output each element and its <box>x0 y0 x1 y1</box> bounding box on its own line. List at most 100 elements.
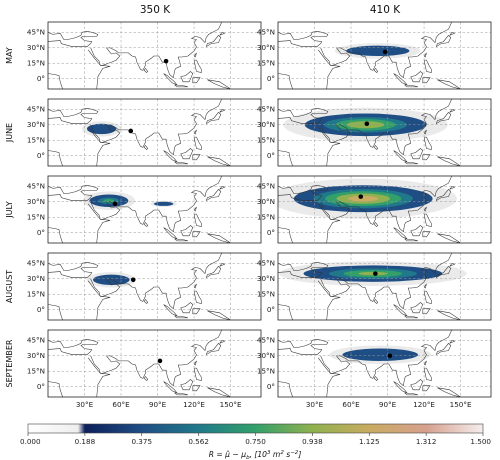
coastline <box>207 233 231 243</box>
anomaly-level <box>354 350 407 360</box>
coastline <box>373 68 379 73</box>
coastline <box>219 185 226 190</box>
coastline <box>90 253 222 310</box>
coastline <box>48 304 63 320</box>
coastline <box>422 308 431 315</box>
map-frame <box>277 329 492 398</box>
anomaly-level <box>93 125 110 132</box>
map-panel-july-410k: 45°N 30°N 15°N 0° <box>257 175 492 244</box>
lat-tick-label: 45°N <box>27 336 45 345</box>
colorbar-tick-label: 0.000 <box>20 437 41 446</box>
coastline <box>193 52 197 58</box>
lat-tick-label: 45°N <box>257 182 275 191</box>
map-panel-september-350k: 45°N 30°N 15°N 0° <box>27 329 262 409</box>
anticyclone-center-marker <box>358 194 364 199</box>
coastline <box>423 290 432 304</box>
coastline <box>449 262 456 267</box>
coastline <box>48 262 99 278</box>
colorbar-tick-label: 0.938 <box>302 437 323 446</box>
anticyclone-center-marker <box>387 353 393 359</box>
map-frame <box>47 98 262 167</box>
coastline <box>192 77 201 84</box>
coastline <box>422 77 431 84</box>
coastline <box>320 330 452 387</box>
coastline <box>423 52 427 58</box>
coastline <box>278 304 293 320</box>
anomaly-level <box>100 276 122 283</box>
coastline <box>87 49 111 89</box>
lat-tick-label: 30°N <box>257 43 275 52</box>
coastline <box>180 302 194 314</box>
map-panel-may-410k: 45°N 30°N 15°N 0° <box>257 21 492 90</box>
coastline <box>174 315 189 319</box>
lat-tick-label: 45°N <box>257 28 275 37</box>
map-frame <box>47 21 262 90</box>
coastline <box>317 126 341 166</box>
anomaly-level <box>358 271 388 276</box>
coastline <box>278 73 293 89</box>
colorbar-tick-label: 0.750 <box>245 437 266 446</box>
coastline <box>317 203 341 243</box>
coastline <box>207 156 231 166</box>
coastline <box>205 266 222 278</box>
coastline <box>192 231 201 238</box>
coastline <box>48 185 99 201</box>
coastline <box>48 108 99 124</box>
map-panel-august-350k: 45°N 30°N 15°N 0° <box>27 252 262 321</box>
coastline <box>423 367 432 381</box>
lat-tick-label: 15°N <box>257 59 275 68</box>
coastline <box>278 227 293 243</box>
lat-tick-label: 30°N <box>257 351 275 360</box>
coastline <box>320 176 452 233</box>
anticyclone-center-marker <box>382 49 388 55</box>
coastline <box>180 148 194 160</box>
anticyclone-center-marker <box>364 121 370 127</box>
colorbar-tick-label: 0.188 <box>75 437 96 446</box>
coastline <box>373 376 379 381</box>
coastline <box>48 381 63 397</box>
coastline <box>278 339 329 355</box>
lat-tick-label: 45°N <box>27 105 45 114</box>
coastline <box>143 299 149 304</box>
row-label-september: SEPTEMBER <box>5 339 14 387</box>
column-title-350: 350 K <box>140 4 171 16</box>
colorbar-tick-label: 0.562 <box>188 437 209 446</box>
lat-tick-label: 0° <box>37 382 45 391</box>
lat-tick-label: 30°N <box>257 274 275 283</box>
coastline <box>87 203 111 243</box>
lon-tick-label: 90°E <box>379 400 397 409</box>
anticyclone-center-marker <box>128 128 134 134</box>
lat-tick-label: 30°N <box>27 274 45 283</box>
coastline <box>174 238 189 242</box>
colorbar-gradient <box>27 423 484 434</box>
anticyclone-center-marker <box>130 277 136 283</box>
coastline <box>404 315 419 319</box>
coastline <box>180 225 194 237</box>
lat-tick-label: 30°N <box>257 197 275 206</box>
coastline <box>410 71 424 83</box>
anticyclone-center-marker <box>163 58 169 64</box>
coastline <box>205 35 222 47</box>
lon-tick-label: 30°E <box>306 400 324 409</box>
coastline <box>100 399 109 409</box>
coastline <box>90 330 222 387</box>
lon-tick-label: 120°E <box>183 400 205 409</box>
lat-tick-label: 30°N <box>27 120 45 129</box>
map-panels: 45°N 30°N 15°N 0° 45°N 30°N 15°N 0° 45°N 30°N 15°N… <box>27 21 492 409</box>
coastline <box>422 154 431 161</box>
map-frame <box>277 175 492 244</box>
map-panel-july-350k: 45°N 30°N 15°N 0° <box>27 175 262 244</box>
coastline <box>435 112 452 124</box>
lat-tick-label: 30°N <box>257 120 275 129</box>
coastline <box>278 185 329 201</box>
lat-tick-label: 15°N <box>257 290 275 299</box>
map-frame <box>277 252 492 321</box>
coastline <box>278 108 329 124</box>
map-panel-june-350k: 45°N 30°N 15°N 0° <box>27 98 262 167</box>
lat-tick-label: 15°N <box>257 213 275 222</box>
coastline <box>422 231 431 238</box>
coastline <box>278 262 329 278</box>
coastline <box>437 233 461 243</box>
coastline <box>207 387 231 397</box>
map-panel-may-350k: 45°N 30°N 15°N 0° <box>27 21 262 90</box>
